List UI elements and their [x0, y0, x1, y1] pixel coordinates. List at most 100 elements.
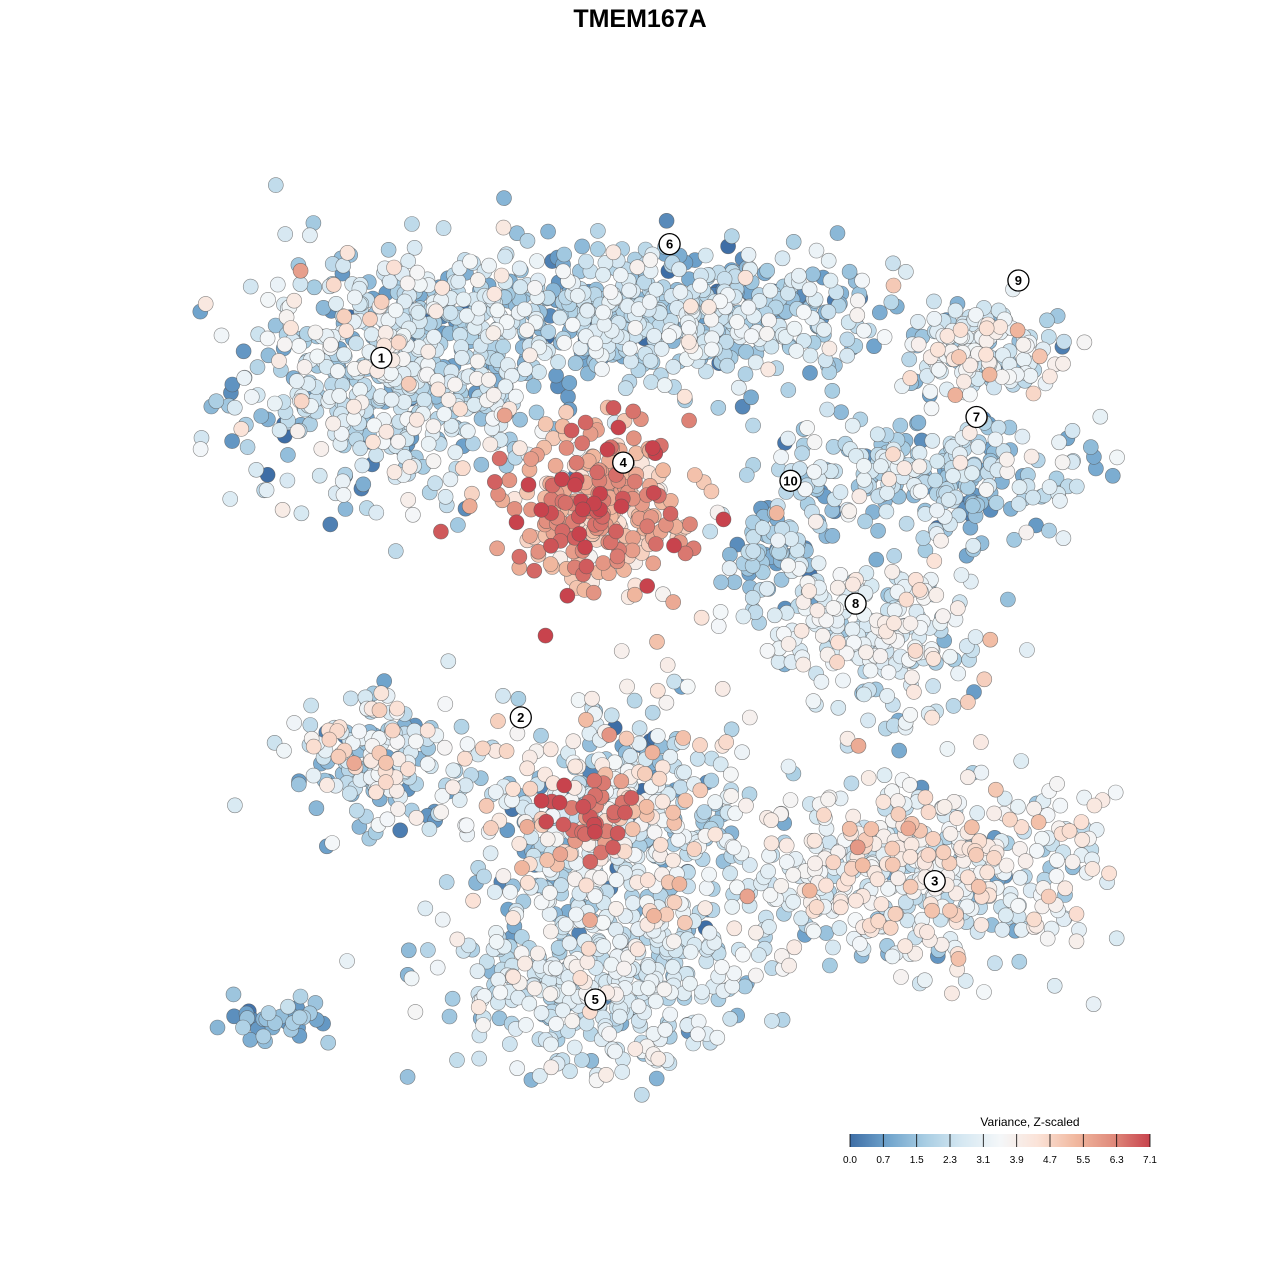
scatter-point [898, 591, 915, 608]
scatter-point [795, 304, 812, 320]
scatter-point [953, 567, 970, 583]
scatter-point [1015, 351, 1032, 368]
scatter-point [760, 863, 776, 880]
scatter-point [625, 895, 641, 911]
scatter-point [890, 870, 906, 887]
scatter-point [802, 347, 819, 364]
scatter-point [517, 955, 533, 972]
scatter-point [819, 401, 836, 418]
scatter-point [311, 467, 328, 484]
scatter-point [876, 329, 893, 345]
scatter-point [425, 453, 442, 470]
scatter-point [884, 840, 901, 857]
scatter-point [346, 398, 362, 415]
scatter-point [390, 801, 406, 817]
scatter-point [618, 730, 635, 747]
scatter-point [987, 781, 1004, 798]
legend-title: Variance, Z-scaled [980, 1115, 1079, 1129]
scatter-point [378, 754, 394, 771]
scatter-point [978, 320, 995, 337]
scatter-point [259, 330, 276, 347]
scatter-point [982, 631, 999, 648]
scatter-point [680, 334, 697, 350]
scatter-point [406, 240, 423, 256]
scatter-point [547, 457, 564, 474]
scatter-point [692, 737, 708, 753]
scatter-point [978, 346, 994, 363]
scatter-point [884, 856, 901, 873]
scatter-point [487, 784, 504, 800]
scatter-point [447, 376, 463, 393]
scatter-point [741, 709, 758, 726]
scatter-point [773, 571, 790, 588]
scatter-point [348, 802, 365, 819]
scatter-point [759, 642, 776, 659]
scatter-point [486, 474, 503, 490]
scatter-point [639, 872, 656, 888]
scatter-point [1010, 898, 1027, 914]
scatter-point [365, 434, 381, 450]
scatter-point [511, 260, 528, 277]
scatter-point [745, 543, 762, 559]
scatter-point [919, 924, 935, 940]
scatter-point [641, 294, 658, 310]
scatter-point [522, 347, 538, 364]
scatter-point [666, 673, 683, 690]
scatter-point [430, 381, 446, 398]
scatter-point [324, 835, 341, 851]
scatter-point [686, 841, 703, 857]
scatter-point [879, 688, 896, 704]
scatter-point [227, 797, 243, 814]
scatter-point [968, 847, 985, 863]
scatter-point [841, 503, 858, 520]
scatter-point [543, 1059, 560, 1076]
scatter-point [1026, 911, 1042, 928]
scatter-point [271, 422, 288, 439]
scatter-point [574, 435, 591, 452]
scatter-point [1039, 930, 1056, 947]
scatter-point [644, 744, 661, 761]
scatter-point [781, 957, 797, 974]
scatter-point [880, 664, 897, 681]
scatter-point [502, 884, 519, 900]
scatter-point [927, 472, 944, 489]
scatter-point [696, 804, 713, 820]
scatter-point [785, 893, 802, 910]
scatter-point [434, 911, 451, 928]
scatter-point [822, 957, 838, 974]
scatter-point [444, 990, 461, 1007]
scatter-point [627, 1041, 644, 1057]
scatter-point [839, 331, 856, 348]
scatter-point [564, 316, 581, 333]
scatter-point [554, 471, 570, 488]
scatter-point [495, 338, 511, 355]
scatter-point [898, 263, 914, 280]
cluster-label-text: 1 [378, 350, 385, 365]
scatter-point [741, 857, 758, 873]
scatter-point [543, 537, 559, 554]
scatter-point [308, 800, 325, 817]
scatter-point [820, 252, 837, 269]
scatter-point [538, 813, 555, 830]
scatter-point [555, 816, 572, 833]
scatter-point [510, 690, 527, 707]
scatter-point [885, 446, 901, 463]
scatter-point [416, 392, 433, 408]
scatter-point [1069, 478, 1085, 495]
scatter-point [542, 986, 559, 1002]
scatter-point [924, 432, 941, 449]
scatter-point [902, 615, 919, 632]
legend-tick-label: 7.1 [1143, 1155, 1157, 1166]
scatter-point [920, 847, 937, 863]
scatter-point [609, 548, 626, 565]
cluster-label-2: 2 [509, 706, 532, 729]
scatter-point [844, 621, 861, 638]
scatter-point [1015, 336, 1032, 353]
cluster-label-10: 10 [779, 469, 802, 492]
scatter-point [780, 557, 796, 574]
scatter-point [850, 737, 867, 754]
scatter-point [453, 349, 470, 366]
scatter-point [976, 984, 992, 1000]
scatter-point [967, 629, 984, 645]
scatter-point [965, 537, 982, 554]
